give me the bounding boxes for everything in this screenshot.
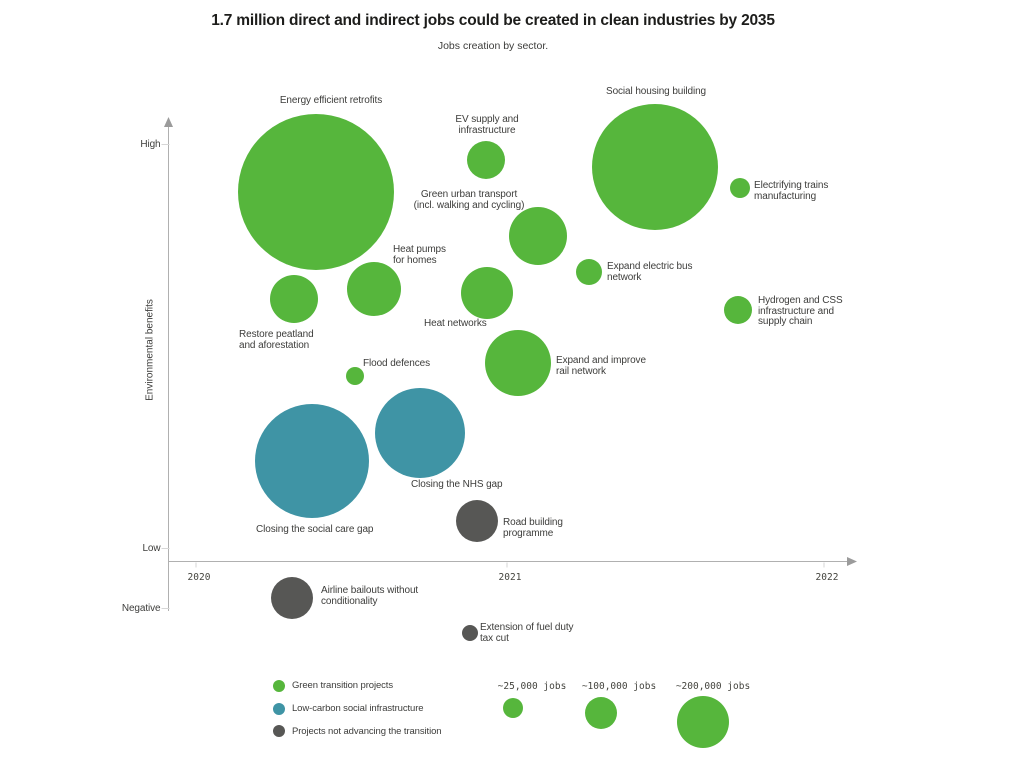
x-tick-label-2022: 2022 [815,571,839,583]
bubble-electrifying-trains-manufacturing [730,178,750,198]
chart-subtitle: Jobs creation by sector. [437,40,549,52]
bubble-airline-bailouts-without-conditionality [271,577,313,619]
size-legend-bubble-2 [677,696,729,748]
x-tick-label-2021: 2021 [498,571,522,583]
size-legend-label-2: ~200,000 jobs [675,681,751,692]
bubble-label-extension-of-fuel-duty-tax-cut: Extension of fuel duty tax cut [480,622,574,644]
bubble-label-heat-pumps-for-homes: Heat pumps for homes [393,244,446,266]
bubble-label-flood-defences: Flood defences [363,358,430,369]
x-tick-label-2020: 2020 [187,571,211,583]
bubble-label-social-housing-building: Social housing building [606,86,706,97]
bubble-label-road-building-programme: Road building programme [503,517,563,539]
y-tick-label-negative: Negative [121,603,161,614]
bubble-green-urban-transport [509,207,567,265]
size-legend-bubble-0 [503,698,523,718]
y-tick-label-low: Low [142,543,161,554]
bubble-label-closing-the-nhs-gap: Closing the NHS gap [411,479,503,490]
bubble-social-housing-building [592,104,718,230]
size-legend-label-1: ~100,000 jobs [581,681,657,692]
bubble-label-expand-and-improve-rail-network: Expand and improve rail network [556,355,646,377]
y-tick-label-high: High [140,139,161,150]
y-axis-title: Environmental benefits [144,299,156,401]
bubble-restore-peatland-and-aforestation [270,275,318,323]
gray-category-dot-icon [273,725,285,737]
bubble-label-restore-peatland-and-aforestation: Restore peatland and aforestation [239,329,314,351]
bubble-closing-the-social-care-gap [255,404,369,518]
bubble-road-building-programme [456,500,498,542]
legend-item-label: Projects not advancing the transition [292,725,442,737]
bubble-closing-the-nhs-gap [375,388,465,478]
legend-item-label: Green transition projects [292,680,393,691]
bubble-expand-and-improve-rail-network [485,330,551,396]
bubble-label-energy-efficient-retrofits: Energy efficient retrofits [279,95,383,106]
bubble-heat-networks [461,267,513,319]
bubble-label-closing-the-social-care-gap: Closing the social care gap [256,524,374,535]
bubble-ev-supply-and-infrastructure [467,141,505,179]
bubble-label-hydrogen-and-css-infrastructure: Hydrogen and CSS infrastructure and supp… [758,295,843,327]
legend-item-label: Low-carbon social infrastructure [292,703,424,714]
bubble-label-electrifying-trains-manufacturing: Electrifying trains manufacturing [754,180,829,202]
bubble-label-expand-electric-bus-network: Expand electric bus network [607,261,693,283]
bubble-extension-of-fuel-duty-tax-cut [462,625,478,641]
size-legend-label-0: ~25,000 jobs [497,681,567,692]
green-category-dot-icon [273,679,285,692]
legend-item-low-carbon-social: Low-carbon social infrastructure [273,702,424,715]
teal-category-dot-icon [273,702,285,715]
bubble-label-heat-networks: Heat networks [424,318,487,329]
bubble-expand-electric-bus-network [576,259,602,285]
bubble-hydrogen-and-css-infrastructure [724,296,752,324]
bubble-heat-pumps-for-homes [347,262,401,316]
legend-item-not-advancing: Projects not advancing the transition [273,725,442,737]
x-axis-arrow-icon [847,557,857,566]
bubble-label-ev-supply-and-infrastructure: EV supply and infrastructure [455,114,519,136]
bubble-label-airline-bailouts-without-conditionality: Airline bailouts without conditionality [321,585,419,607]
size-legend-bubble-1 [585,697,617,729]
bubble-label-green-urban-transport: Green urban transport (incl. walking and… [413,189,525,211]
bubble-energy-efficient-retrofits [238,114,394,270]
y-axis-arrow-icon [164,117,173,127]
chart-title: 1.7 million direct and indirect jobs cou… [211,12,775,29]
bubble-flood-defences [346,367,364,385]
legend-item-green-transition: Green transition projects [273,679,393,692]
